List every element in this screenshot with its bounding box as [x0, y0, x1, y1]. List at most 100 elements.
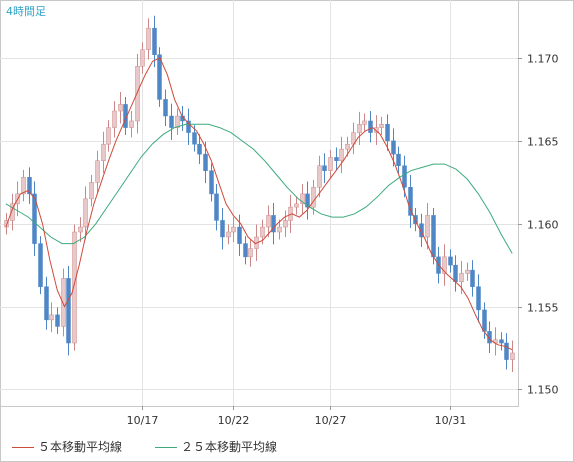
candle-down	[152, 27, 157, 55]
candle-down	[391, 140, 396, 155]
candle-down	[385, 124, 390, 142]
candle-up	[72, 231, 77, 344]
candle-down	[203, 153, 208, 171]
candle-down	[169, 115, 174, 128]
candle-down	[209, 170, 214, 195]
candle-down	[32, 193, 37, 244]
candle-down	[157, 54, 162, 100]
candle-up	[294, 203, 299, 208]
legend-label-ma25: ２５本移動平均線	[181, 440, 278, 454]
candle-up	[61, 278, 66, 327]
candle-down	[448, 256, 453, 266]
candle-down	[44, 286, 49, 321]
candle-up	[465, 269, 470, 274]
x-axis: 10/17 10/22 10/27 10/31	[127, 406, 467, 427]
x-tick-label: 10/31	[435, 414, 467, 427]
candle-up	[146, 27, 151, 50]
candle-up	[266, 215, 271, 228]
candle-down	[123, 104, 128, 128]
candle-up	[118, 104, 123, 112]
candle-up	[78, 226, 83, 233]
candle-up	[226, 231, 231, 238]
candle-up	[260, 226, 265, 238]
candle-down	[453, 264, 458, 282]
candle-down	[368, 120, 373, 133]
candle-down	[271, 215, 276, 233]
ma25-line	[5, 123, 513, 254]
candle-up	[101, 143, 106, 161]
candle-down	[431, 215, 436, 258]
candle-up	[21, 177, 26, 195]
candle-up	[459, 273, 464, 282]
candle-down	[487, 331, 492, 344]
candle-up	[140, 49, 145, 67]
candle-up	[283, 220, 288, 228]
candle-up	[106, 127, 111, 145]
candle-up	[129, 120, 134, 128]
candles	[4, 15, 515, 373]
plot-area	[0, 0, 519, 407]
ma5-line	[5, 57, 513, 351]
y-axis: 1.170 1.165 1.160 1.155 1.150	[518, 53, 559, 397]
candle-down	[66, 278, 71, 344]
candle-down	[305, 193, 310, 208]
candle-up	[112, 110, 117, 128]
candle-up	[311, 187, 316, 208]
candle-down	[220, 220, 225, 238]
candle-up	[248, 248, 253, 258]
candle-up	[442, 256, 447, 274]
candle-down	[499, 339, 504, 344]
candle-up	[231, 226, 236, 233]
legend-item-ma5: ５本移動平均線	[12, 438, 122, 455]
candle-down	[197, 143, 202, 155]
candle-up	[379, 124, 384, 128]
ma25-swatch	[155, 447, 177, 448]
y-tick-label: 1.170	[527, 53, 559, 66]
candle-up	[317, 165, 322, 188]
candle-down	[334, 157, 339, 161]
legend-item-ma25: ２５本移動平均線	[155, 438, 277, 455]
candle-down	[419, 223, 424, 238]
candle-down	[55, 314, 60, 327]
x-tick-label: 10/17	[127, 414, 159, 427]
y-tick-label: 1.155	[527, 302, 559, 315]
y-tick-label: 1.150	[527, 384, 559, 397]
candle-down	[237, 226, 242, 244]
ma5-swatch	[12, 447, 34, 448]
candle-up	[10, 203, 15, 221]
candle-down	[38, 243, 43, 287]
candle-down	[476, 286, 481, 311]
candle-up	[510, 352, 515, 360]
candle-down	[504, 342, 509, 360]
candle-down	[192, 132, 197, 145]
candle-up	[300, 193, 305, 205]
candle-down	[470, 269, 475, 287]
candle-up	[175, 115, 180, 128]
candle-down	[482, 309, 487, 332]
legend-label-ma5: ５本移動平均線	[38, 440, 123, 454]
candle-down	[396, 153, 401, 166]
y-tick-label: 1.160	[527, 219, 559, 232]
candle-up	[374, 127, 379, 133]
candle-up	[339, 148, 344, 161]
candle-down	[243, 243, 248, 258]
candle-down	[214, 193, 219, 221]
candle-up	[345, 143, 350, 150]
moving-average-lines	[5, 57, 513, 351]
candle-up	[49, 314, 54, 321]
timeframe-label: 4時間足	[6, 5, 46, 18]
candle-down	[322, 165, 327, 171]
candle-up	[135, 66, 140, 122]
candle-down	[408, 187, 413, 216]
candle-up	[89, 182, 94, 200]
candle-up	[357, 124, 362, 133]
candle-up	[95, 160, 100, 183]
candle-up	[362, 120, 367, 125]
y-tick-label: 1.165	[527, 136, 559, 149]
candle-up	[277, 226, 282, 233]
candle-down	[27, 177, 32, 195]
x-tick-label: 10/22	[218, 414, 250, 427]
candle-down	[402, 165, 407, 188]
